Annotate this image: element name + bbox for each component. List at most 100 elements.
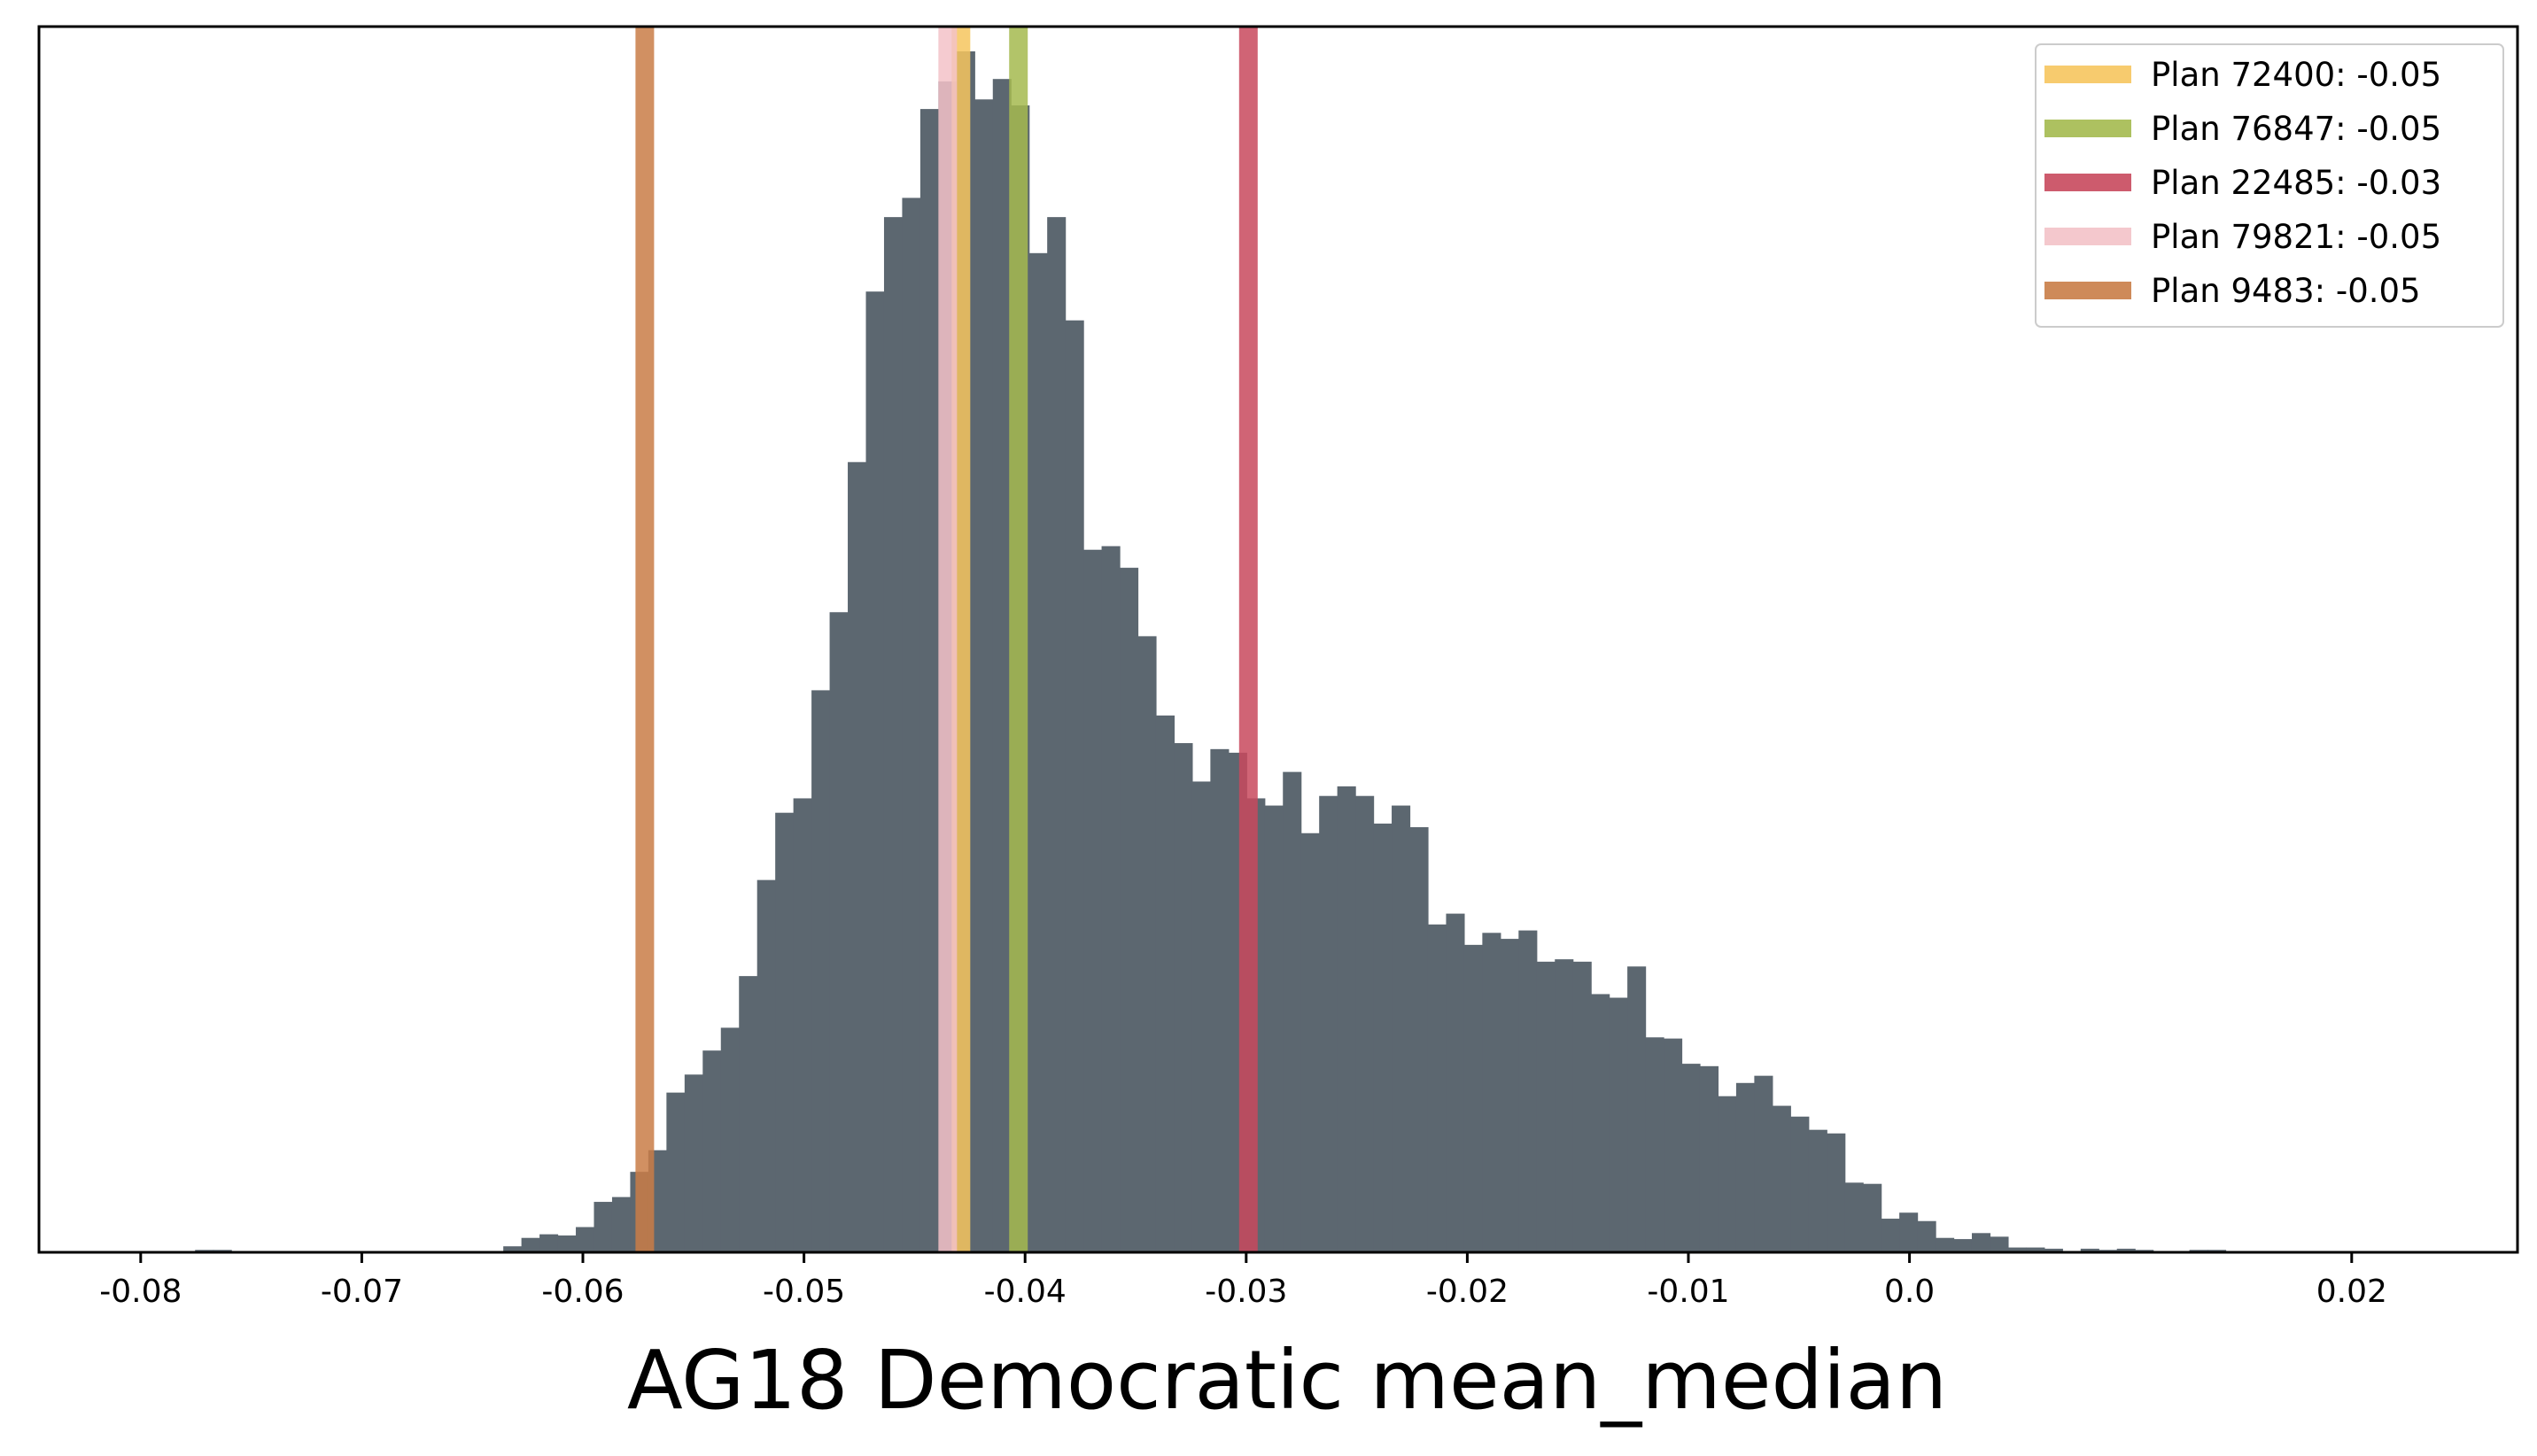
legend-label: Plan 22485: -0.03: [2151, 164, 2441, 202]
histogram-bar: [720, 1027, 740, 1252]
x-tick-label: -0.05: [763, 1274, 845, 1310]
histogram-bar: [1645, 1037, 1664, 1252]
histogram-bar: [992, 79, 1012, 1253]
histogram-bar: [702, 1050, 722, 1252]
histogram-bar: [1827, 1133, 1846, 1252]
histogram-bar: [1844, 1182, 1864, 1252]
histogram-bar: [1664, 1038, 1683, 1252]
histogram-bar: [1355, 795, 1375, 1252]
histogram-bar: [1790, 1116, 1810, 1252]
histogram-bar: [1591, 994, 1610, 1252]
histogram-bar: [848, 461, 867, 1252]
histogram-bar: [1699, 1065, 1719, 1252]
histogram-bar: [1446, 913, 1465, 1252]
x-tick-label: -0.07: [321, 1274, 403, 1310]
histogram-bar: [1155, 715, 1175, 1252]
plot-frame: [37, 25, 2519, 1254]
histogram-bar: [1536, 961, 1556, 1252]
histogram-bar: [684, 1074, 703, 1252]
histogram-bar: [666, 1092, 686, 1252]
histogram-bar: [1681, 1064, 1701, 1252]
histogram-bar: [974, 99, 994, 1253]
histogram-bar: [1990, 1236, 2009, 1252]
histogram-bar: [1936, 1237, 1955, 1252]
x-tick-label: 0.0: [1884, 1274, 1935, 1310]
histogram-bar: [1899, 1212, 1919, 1252]
histogram-bar: [811, 690, 831, 1252]
histogram-bar: [1283, 771, 1302, 1252]
histogram-bar: [793, 798, 812, 1252]
plan-lines: [635, 27, 1258, 1252]
histogram-bar: [1392, 805, 1411, 1252]
histogram-bar: [1482, 933, 1501, 1252]
histogram-bar: [1174, 743, 1193, 1252]
histogram-bar: [1101, 546, 1121, 1252]
legend: Plan 72400: -0.05 Plan 76847: -0.05 Plan 2…: [2035, 43, 2504, 328]
histogram-bar: [1555, 959, 1574, 1252]
histogram-bar: [1627, 966, 1647, 1252]
histogram-bar: [1300, 833, 1320, 1252]
histogram-bar: [1917, 1220, 1936, 1252]
histogram-bar: [1754, 1075, 1773, 1252]
histogram-bar: [1373, 823, 1393, 1252]
histogram-bar: [611, 1197, 632, 1252]
x-tick-label: -0.06: [541, 1274, 624, 1310]
histogram-bar: [2080, 1248, 2099, 1252]
histogram-bar: [1500, 939, 1519, 1252]
legend-label: Plan 72400: -0.05: [2151, 56, 2441, 94]
histogram-bar: [1863, 1183, 1882, 1252]
histogram-bar: [1808, 1129, 1827, 1252]
histogram-bar: [2044, 1248, 2063, 1252]
histogram-bar: [1427, 924, 1447, 1252]
histogram-bar: [1772, 1105, 1791, 1252]
histogram-bar: [1337, 786, 1356, 1252]
legend-box: [2035, 43, 2504, 328]
histogram-bar: [1191, 781, 1211, 1252]
histogram-bar: [775, 812, 795, 1252]
histogram-bar: [1518, 930, 1538, 1252]
legend-label: Plan 79821: -0.05: [2151, 218, 2441, 256]
histogram-bar: [2007, 1247, 2027, 1252]
histogram-bar: [521, 1237, 540, 1252]
histogram-bar: [1120, 568, 1139, 1252]
histogram-bar: [756, 879, 776, 1252]
histogram-bar: [1718, 1096, 1737, 1252]
histogram-bar: [1572, 961, 1592, 1252]
histogram-bar: [739, 976, 758, 1252]
histogram-bar: [1264, 805, 1284, 1252]
histogram-bar: [1028, 252, 1048, 1252]
histogram-bar: [1971, 1233, 1991, 1252]
histogram-bar: [576, 1227, 595, 1252]
histogram-bar: [1463, 944, 1483, 1252]
histogram-bar: [539, 1234, 559, 1252]
legend-label: Plan 76847: -0.05: [2151, 110, 2441, 148]
histogram-bar: [1047, 217, 1067, 1252]
histogram-bar: [1083, 549, 1103, 1252]
x-tick-label: -0.03: [1205, 1274, 1287, 1310]
histogram-bar: [2116, 1248, 2136, 1252]
x-tick-label: -0.08: [99, 1274, 182, 1310]
histogram-bar: [1409, 826, 1429, 1252]
histogram-bar: [1065, 320, 1084, 1252]
histogram-bar: [1953, 1239, 1973, 1252]
x-tick-label: -0.02: [1426, 1274, 1509, 1310]
histogram-bar: [2026, 1247, 2045, 1252]
histogram-bar: [883, 217, 904, 1252]
legend-label: Plan 9483: -0.05: [2151, 272, 2421, 310]
histogram-bar: [919, 109, 939, 1253]
x-tick-label: 0.02: [2316, 1274, 2387, 1310]
x-axis-title: AG18 Democratic mean_median: [627, 1333, 1947, 1428]
histogram-bar: [1609, 997, 1628, 1252]
histogram-bar: [1735, 1082, 1755, 1252]
histogram-bar: [1881, 1219, 1900, 1252]
histogram-bar: [503, 1246, 523, 1252]
x-axis-ticks: -0.08 -0.07 -0.06 -0.05 -0.04 -0.03 -0.02 -0.01…: [99, 1252, 2387, 1310]
histogram-bar: [829, 612, 849, 1252]
histogram-bar: [1137, 636, 1157, 1252]
x-tick-label: -0.01: [1647, 1274, 1729, 1310]
histogram-bar: [902, 197, 921, 1253]
x-tick-label: -0.04: [984, 1274, 1067, 1310]
histogram-bar: [594, 1202, 613, 1252]
